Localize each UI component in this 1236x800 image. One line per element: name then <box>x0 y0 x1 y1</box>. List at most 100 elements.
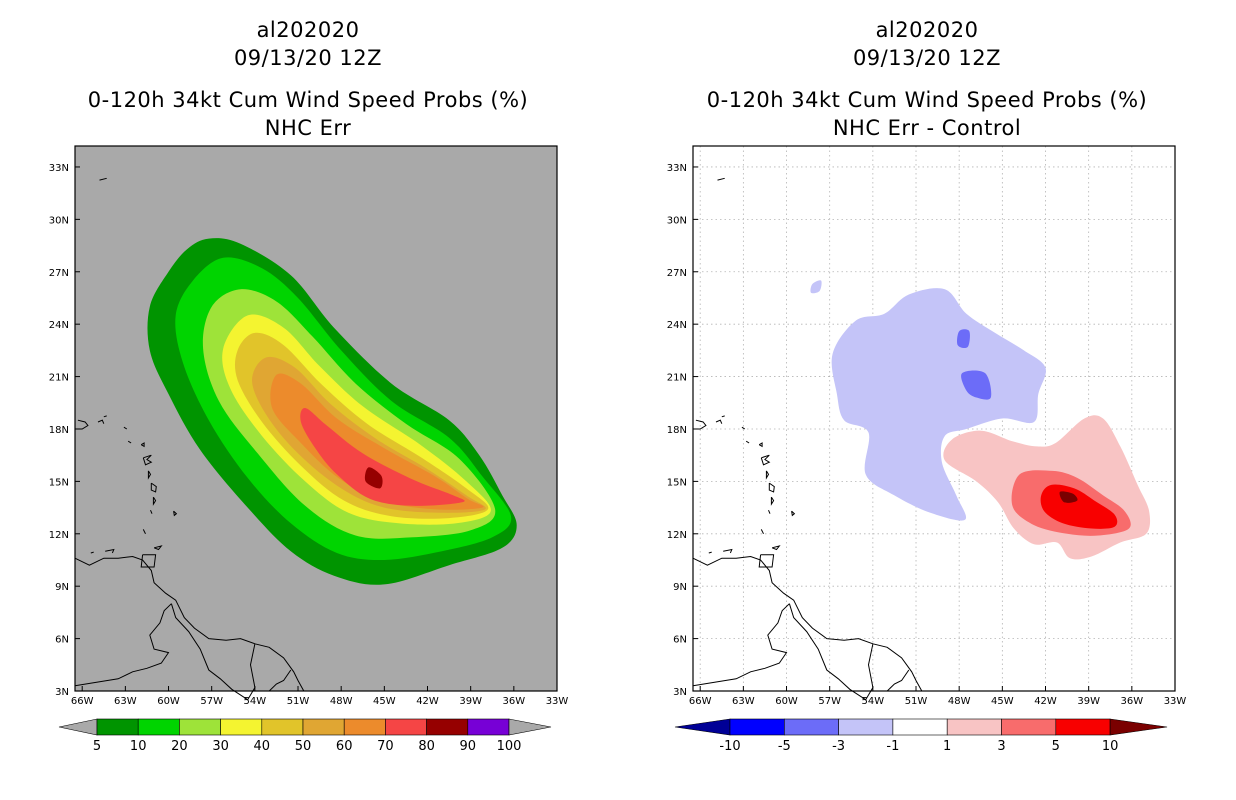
right-colorbar-label: 10 <box>1102 739 1119 754</box>
right-contour-m1 <box>831 288 1046 521</box>
right-coastline <box>770 496 775 506</box>
left-coastline <box>127 440 132 444</box>
left-coastline <box>140 442 145 448</box>
right-xtick-label: 45W <box>991 696 1014 707</box>
left-colorbar-label: 60 <box>336 739 353 754</box>
left-xtick-label: 42W <box>416 696 439 707</box>
right-colorbar-label: 3 <box>997 739 1005 754</box>
right-coastline <box>886 669 910 692</box>
right-coastline <box>745 440 750 444</box>
right-colorbar-swatch <box>1055 718 1111 736</box>
left-colorbar-swatch <box>385 718 427 736</box>
right-coastline <box>760 529 764 535</box>
right-xtick-label: 36W <box>1121 696 1144 707</box>
left-ytick-label: 9N <box>55 582 69 593</box>
right-ytick-label: 18N <box>667 425 687 436</box>
right-colorbar-swatch <box>1001 718 1057 736</box>
left-colorbar-label: 50 <box>295 739 312 754</box>
left-coastline <box>103 415 107 418</box>
left-colorbar-swatch <box>467 718 510 736</box>
right-colorbar-label: -1 <box>886 739 899 754</box>
right-init-time: 09/13/20 12Z <box>852 46 1002 70</box>
left-colorbar-label: 90 <box>460 739 477 754</box>
right-colorbar: -10 -5 -3 -1 1 3 5 10 <box>674 718 1168 754</box>
left-xtick-label: 48W <box>330 696 353 707</box>
left-colorbar-label: 100 <box>497 739 522 754</box>
right-ytick-label: 3N <box>673 687 687 698</box>
right-xtick-label: 33W <box>1164 696 1187 707</box>
right-coastline <box>708 551 712 554</box>
left-colorbar-swatch <box>179 718 221 736</box>
right-xtick-label: 51W <box>905 696 928 707</box>
right-coastline <box>768 482 775 493</box>
right-coastline <box>760 454 771 466</box>
left-probability-map: 66W 63W 60W 57W 54W 51W 48W 45W 42W 39W 36W 33W 3N 6N… <box>49 145 569 754</box>
left-ytick-label: 3N <box>55 687 69 698</box>
right-storm-id: al202020 <box>875 18 979 42</box>
right-coastline <box>717 177 725 181</box>
left-colorbar-extend-high <box>508 718 552 736</box>
left-coastline <box>90 551 94 554</box>
left-coastline <box>76 419 89 430</box>
left-xtick-label: 66W <box>71 696 94 707</box>
right-coastline <box>741 426 746 430</box>
right-ytick-label: 24N <box>667 320 687 331</box>
right-ytick-label: 33N <box>667 163 687 174</box>
right-xtick-label: 54W <box>862 696 885 707</box>
right-xtick-label: 60W <box>775 696 798 707</box>
left-colorbar-label: 10 <box>130 739 147 754</box>
left-contour-70 <box>300 407 465 506</box>
left-colorbar-label: 70 <box>377 739 394 754</box>
left-colorbar-label: 30 <box>212 739 229 754</box>
left-xtick-label: 51W <box>287 696 310 707</box>
left-coastline <box>123 426 128 430</box>
right-coastline <box>721 415 725 418</box>
right-coastline <box>692 555 923 692</box>
left-colorbar-swatch <box>261 718 304 736</box>
right-xtick-label: 66W <box>689 696 712 707</box>
left-contours <box>147 238 517 585</box>
left-colorbar-label: 5 <box>93 739 101 754</box>
right-coastline <box>771 545 781 551</box>
right-colorbar-label: 1 <box>943 739 951 754</box>
left-coastline <box>152 496 157 506</box>
right-colorbar-extend-low <box>674 718 731 736</box>
right-plot-frame <box>692 145 1176 692</box>
right-product-name: 0-120h 34kt Cum Wind Speed Probs (%) <box>706 88 1148 112</box>
left-chart-title: al202020 09/13/20 12Z 0-120h 34kt Cum Wi… <box>48 18 568 140</box>
left-coastline <box>99 177 107 181</box>
right-colorbar-swatch <box>729 718 785 736</box>
right-coastline <box>723 548 733 554</box>
right-xtick-label: 48W <box>948 696 971 707</box>
left-ytick-label: 27N <box>49 268 69 279</box>
right-ytick-label: 9N <box>673 582 687 593</box>
left-ytick-label: 30N <box>49 215 69 226</box>
right-ytick-label: 12N <box>667 530 687 541</box>
right-coastline <box>758 442 763 448</box>
right-contour-m1 <box>810 280 822 294</box>
right-ytick-label: 15N <box>667 477 687 488</box>
right-difference-map: 66W 63W 60W 57W 54W 51W 48W 45W 42W 39W 36W 33W 3N 6N… <box>667 145 1187 754</box>
left-colorbar-swatch <box>426 718 469 736</box>
left-ytick-label: 21N <box>49 373 69 384</box>
left-coastline <box>74 603 172 687</box>
right-colorbar-label: -10 <box>719 739 740 754</box>
left-xtick-label: 33W <box>546 696 569 707</box>
left-storm-id: al202020 <box>256 18 360 42</box>
right-colorbar-label: 5 <box>1052 739 1060 754</box>
right-contour-5 <box>1040 484 1118 529</box>
right-colorbar-label: -5 <box>778 739 791 754</box>
left-xtick-label: 63W <box>114 696 137 707</box>
left-coastline <box>97 419 105 424</box>
left-xtick-label: 36W <box>503 696 526 707</box>
right-experiment-name: NHC Err - Control <box>832 116 1022 140</box>
left-experiment-name: NHC Err <box>264 116 352 140</box>
left-coastline <box>147 470 152 480</box>
left-colorbar-extend-low <box>58 718 98 736</box>
left-contour-80 <box>364 467 383 489</box>
left-ytick-label: 6N <box>55 635 69 646</box>
right-xtick-label: 57W <box>818 696 841 707</box>
right-colorbar-swatch <box>784 718 839 736</box>
left-coastline <box>173 510 178 517</box>
right-contours <box>810 280 1151 560</box>
